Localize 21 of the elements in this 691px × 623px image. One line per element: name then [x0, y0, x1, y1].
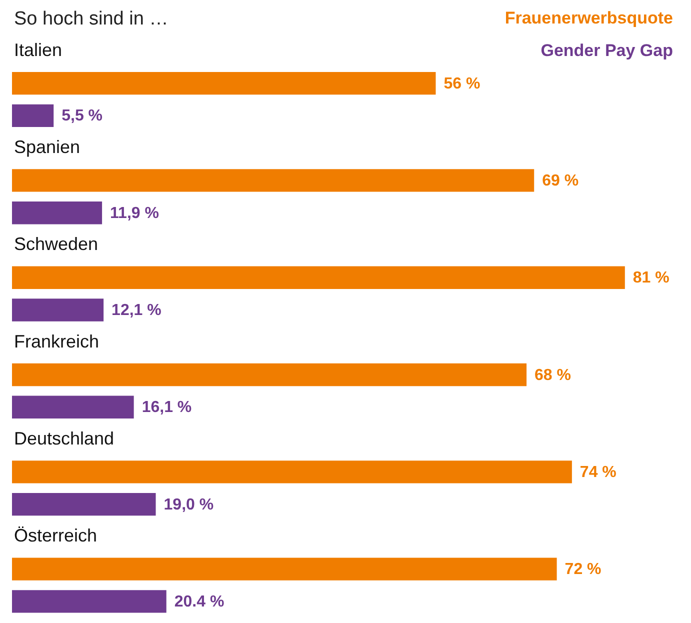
data-label: 16,1 %	[142, 399, 192, 416]
data-label: 12,1 %	[112, 302, 162, 319]
data-label: 20.4 %	[174, 593, 224, 610]
y-tick-label: Spanien	[14, 137, 80, 158]
text: Frauenerwerbsquote	[504, 8, 673, 28]
chart-title: So hoch sind in …	[14, 8, 168, 30]
data-label: 72 %	[564, 561, 602, 578]
y-tick-label: Schweden	[14, 234, 98, 254]
data-label: 69 %	[542, 172, 579, 190]
text: Gender Pay Gap	[540, 40, 673, 60]
data-label: 19,0 %	[164, 496, 214, 514]
y-tick-label: Frankreich	[14, 331, 100, 352]
data-label: 74 %	[580, 464, 616, 481]
data-label: 5,5 %	[62, 108, 103, 125]
data-label: 56 %	[444, 75, 480, 92]
data-label: 81 %	[632, 270, 670, 287]
data-label: 11,9 %	[110, 204, 159, 222]
y-tick-label: Deutschland	[14, 428, 114, 449]
data-label: 68 %	[534, 366, 572, 384]
y-tick-label: Italien	[14, 40, 62, 60]
y-tick-label: Österreich	[14, 526, 98, 546]
